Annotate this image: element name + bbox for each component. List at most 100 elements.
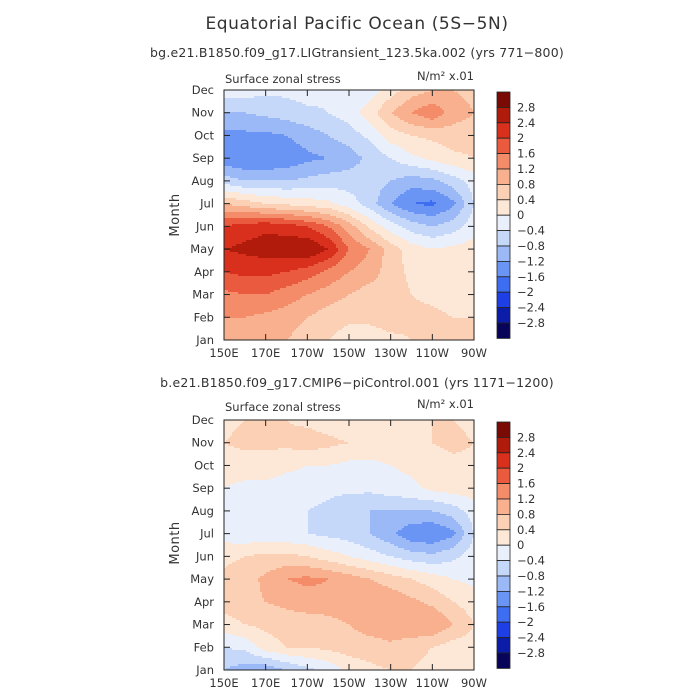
contour-cell (288, 132, 291, 135)
contour-cell (232, 102, 235, 105)
contour-cell (348, 150, 351, 153)
contour-cell (344, 156, 347, 159)
contour-cell (224, 96, 227, 99)
contour-cell (390, 122, 393, 125)
contour-cell (332, 156, 335, 159)
contour-cell (416, 98, 419, 101)
contour-cell (446, 92, 449, 95)
contour-cell (420, 138, 423, 141)
contour-cell (400, 158, 403, 161)
contour-cell (332, 120, 335, 123)
contour-cell (466, 160, 469, 163)
contour-cell (272, 108, 275, 111)
contour-cell (402, 140, 405, 143)
contour-cell (326, 158, 329, 161)
contour-cell (468, 144, 471, 147)
contour-cell (336, 148, 339, 151)
contour-cell (430, 146, 433, 149)
contour-cell (384, 112, 387, 115)
contour-cell (268, 90, 271, 93)
contour-cell (366, 138, 369, 141)
contour-cell (348, 100, 351, 103)
contour-cell (340, 166, 343, 169)
contour-cell (260, 134, 263, 137)
contour-cell (396, 114, 399, 117)
contour-cell (368, 138, 371, 141)
contour-cell (456, 124, 459, 127)
contour-cell (294, 164, 297, 167)
contour-cell (348, 116, 351, 119)
contour-cell (296, 106, 299, 109)
contour-cell (340, 110, 343, 113)
contour-cell (430, 90, 433, 93)
contour-cell (274, 108, 277, 111)
contour-cell (226, 126, 229, 129)
contour-cell (320, 90, 323, 93)
contour-cell (246, 156, 249, 159)
contour-cell (232, 168, 235, 171)
contour-cell (312, 136, 315, 139)
contour-cell (334, 122, 337, 125)
contour-cell (464, 146, 467, 149)
contour-cell (368, 148, 371, 151)
contour-cell (324, 166, 327, 169)
contour-cell (274, 146, 277, 149)
contour-cell (274, 128, 277, 131)
contour-cell (458, 156, 461, 159)
contour-cell (444, 160, 447, 163)
contour-cell (294, 152, 297, 155)
contour-cell (470, 90, 473, 93)
contour-cell (434, 146, 437, 149)
contour-cell (250, 156, 253, 159)
contour-cell (330, 128, 333, 131)
contour-cell (294, 114, 297, 117)
contour-cell (308, 144, 311, 147)
contour-cell (468, 96, 471, 99)
contour-cell (378, 130, 381, 133)
contour-cell (408, 146, 411, 149)
contour-cell (436, 94, 439, 97)
contour-cell (394, 168, 397, 171)
contour-cell (278, 154, 281, 157)
contour-cell (248, 148, 251, 151)
contour-cell (388, 122, 391, 125)
contour-cell (458, 158, 461, 161)
contour-cell (470, 102, 473, 105)
contour-cell (272, 114, 275, 117)
contour-cell (338, 98, 341, 101)
contour-cell (226, 140, 229, 143)
contour-cell (426, 124, 429, 127)
contour-cell (234, 106, 237, 109)
contour-cell (338, 166, 341, 169)
contour-cell (266, 134, 269, 137)
contour-cell (384, 118, 387, 121)
contour-cell (348, 130, 351, 133)
contour-cell (470, 138, 473, 141)
contour-cell (316, 108, 319, 111)
contour-cell (384, 162, 387, 165)
contour-cell (326, 160, 329, 163)
contour-cell (340, 140, 343, 143)
contour-cell (396, 150, 399, 153)
contour-cell (430, 148, 433, 151)
contour-cell (276, 128, 279, 131)
contour-cell (376, 144, 379, 147)
contour-cell (308, 160, 311, 163)
contour-cell (428, 100, 431, 103)
contour-cell (424, 158, 427, 161)
contour-cell (338, 130, 341, 133)
contour-cell (450, 112, 453, 115)
contour-cell (366, 112, 369, 115)
contour-cell (224, 110, 227, 113)
contour-cell (288, 152, 291, 155)
contour-cell (268, 158, 271, 161)
contour-cell (328, 146, 331, 149)
contour-cell (322, 108, 325, 111)
contour-cell (458, 102, 461, 105)
contour-cell (340, 158, 343, 161)
contour-cell (416, 154, 419, 157)
contour-cell (252, 98, 255, 101)
contour-cell (346, 134, 349, 137)
contour-cell (416, 142, 419, 145)
